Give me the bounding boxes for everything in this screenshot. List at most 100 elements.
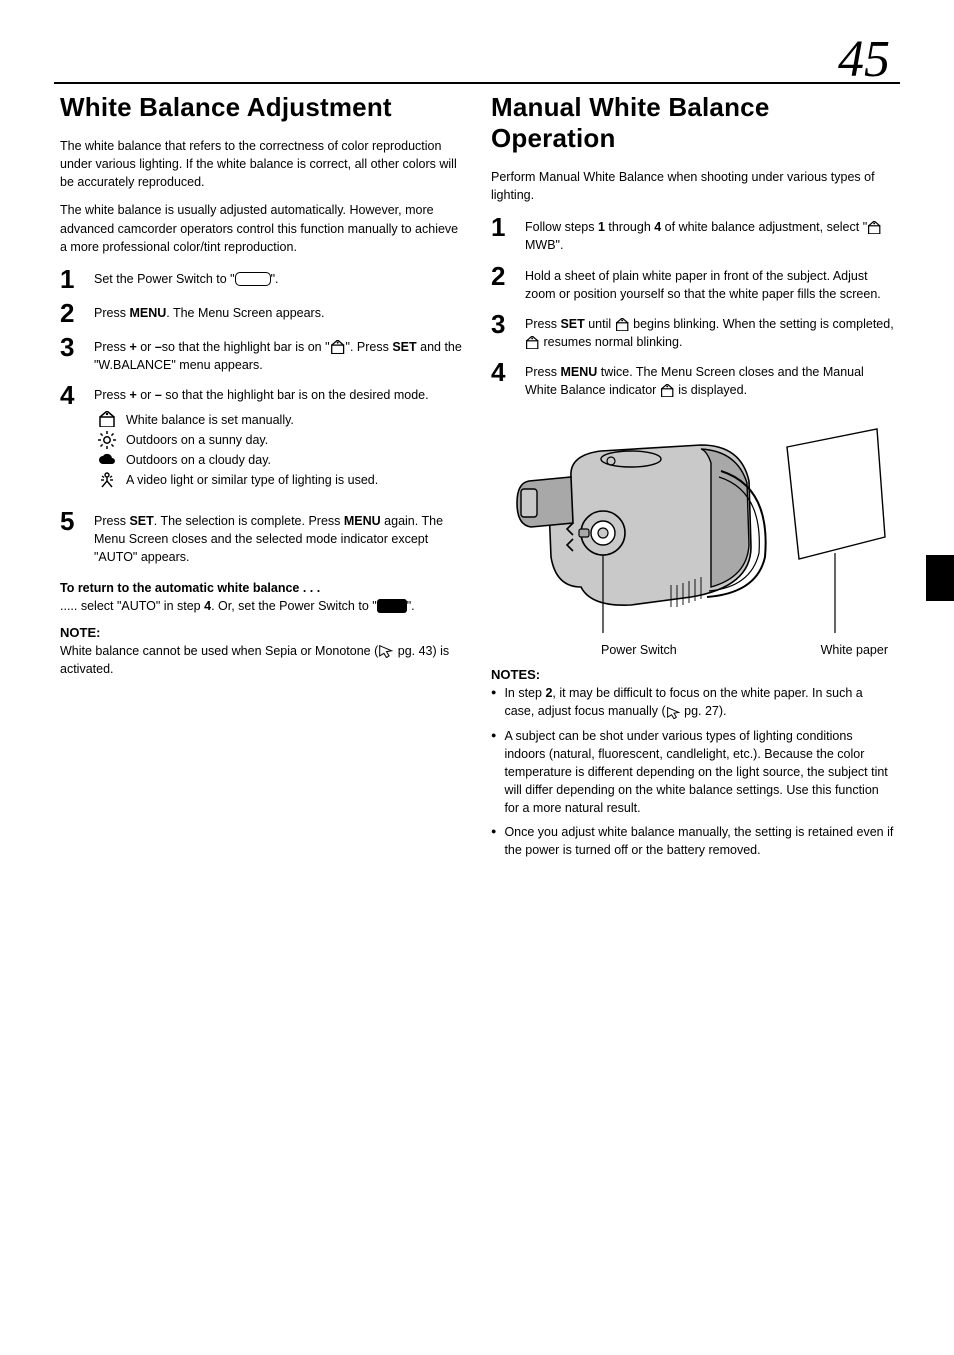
minus-label: – <box>155 340 162 354</box>
mwb-icon <box>330 340 346 354</box>
note-item: In step 2, it may be difficult to focus … <box>491 684 894 720</box>
camcorder <box>517 445 766 633</box>
left-step-2: 2 Press MENU. The Menu Screen appears. <box>60 300 463 326</box>
halogen-icon <box>98 471 116 489</box>
text: Press <box>94 514 129 528</box>
text: Follow steps <box>525 220 598 234</box>
mwb-icon <box>867 221 882 234</box>
columns: White Balance Adjustment The white balan… <box>60 92 894 865</box>
step-body: Press + or –so that the highlight bar is… <box>94 334 463 374</box>
text: until <box>585 317 615 331</box>
mwb-icon <box>98 411 116 427</box>
label-white-paper: White paper <box>821 643 888 657</box>
camcorder-diagram <box>491 417 891 637</box>
step-body: Press MENU twice. The Menu Screen closes… <box>525 359 894 399</box>
mode-label: A video light or similar type of lightin… <box>126 470 378 490</box>
right-title: Manual White Balance Operation <box>491 92 894 154</box>
text: MWB". <box>525 238 563 252</box>
set-label: SET <box>560 317 584 331</box>
text: begins blinking. When the setting is com… <box>630 317 894 331</box>
left-step-3: 3 Press + or –so that the highlight bar … <box>60 334 463 374</box>
right-intro: Perform Manual White Balance when shooti… <box>491 168 894 204</box>
text: so that the highlight bar is on " <box>162 340 330 354</box>
note-body: White balance cannot be used when Sepia … <box>60 642 463 678</box>
text: A subject can be shot under various type… <box>504 727 894 818</box>
pointer-icon <box>666 706 681 719</box>
step-body: Follow steps 1 through 4 of white balanc… <box>525 214 894 254</box>
text: ". Press <box>346 340 393 354</box>
right-steps: 1 Follow steps 1 through 4 of white bala… <box>491 214 894 399</box>
mwb-icon <box>615 318 630 331</box>
mode-halogen: A video light or similar type of lightin… <box>96 470 463 490</box>
text: through <box>605 220 654 234</box>
label-power-switch: Power Switch <box>601 643 677 657</box>
right-step-3: 3 Press SET until begins blinking. When … <box>491 311 894 351</box>
plus-label: + <box>129 388 136 402</box>
power-icon <box>235 272 271 286</box>
white-paper <box>787 429 885 559</box>
text: Once you adjust white balance manually, … <box>504 823 894 859</box>
step-body: Press SET until begins blinking. When th… <box>525 311 894 351</box>
minus-label: – <box>155 388 162 402</box>
note-head: NOTE: <box>60 625 463 640</box>
set-label: SET <box>129 514 153 528</box>
step-body: Set the Power Switch to "". <box>94 266 463 292</box>
mwb-icon <box>660 384 675 397</box>
mode-label: Outdoors on a cloudy day. <box>126 450 271 470</box>
left-intro-2: The white balance is usually adjusted au… <box>60 201 463 255</box>
mode-cloud: Outdoors on a cloudy day. <box>96 450 463 470</box>
return-head: To return to the automatic white balance… <box>60 581 320 595</box>
text: . Or, set the Power Switch to " <box>211 599 377 613</box>
plus-label: + <box>129 340 136 354</box>
text: ". <box>407 599 415 613</box>
text: is displayed. <box>675 383 747 397</box>
return-auto: To return to the automatic white balance… <box>60 579 463 615</box>
cloud-icon <box>98 451 116 467</box>
step-ref: 1 <box>598 220 605 234</box>
diagram: Power Switch White paper <box>491 417 894 657</box>
text: ..... select "AUTO" in step <box>60 599 204 613</box>
diagram-labels: Power Switch White paper <box>491 643 894 657</box>
right-step-2: 2 Hold a sheet of plain white paper in f… <box>491 263 894 303</box>
step-number: 4 <box>491 359 515 399</box>
step-number: 2 <box>60 300 84 326</box>
left-step-1: 1 Set the Power Switch to "". <box>60 266 463 292</box>
menu-label: MENU <box>560 365 597 379</box>
text: . The Menu Screen appears. <box>166 306 324 320</box>
step-number: 4 <box>60 382 84 500</box>
text: Set the Power Switch to " <box>94 272 235 286</box>
mode-label: Outdoors on a sunny day. <box>126 430 268 450</box>
text: Press <box>525 317 560 331</box>
side-tab <box>926 555 954 601</box>
power-auto-icon <box>377 599 407 613</box>
left-column: White Balance Adjustment The white balan… <box>60 92 463 865</box>
left-step-4: 4 Press + or – so that the highlight bar… <box>60 382 463 500</box>
text: or <box>137 340 155 354</box>
text: White balance cannot be used when Sepia … <box>60 644 378 658</box>
step-number: 3 <box>491 311 515 351</box>
right-column: Manual White Balance Operation Perform M… <box>491 92 894 865</box>
notes-head: NOTES: <box>491 667 894 682</box>
step-number: 2 <box>491 263 515 303</box>
left-steps: 1 Set the Power Switch to "". 2 Press ME… <box>60 266 463 567</box>
pointer-icon <box>378 644 394 658</box>
menu-label: MENU <box>129 306 166 320</box>
page-number: 45 <box>838 30 890 89</box>
text: Press <box>94 388 129 402</box>
text: Press <box>94 340 129 354</box>
top-rule <box>54 82 900 84</box>
notes-list: In step 2, it may be difficult to focus … <box>491 684 894 859</box>
mode-label: White balance is set manually. <box>126 410 294 430</box>
mode-mwb: White balance is set manually. <box>96 410 463 430</box>
mode-sun: Outdoors on a sunny day. <box>96 430 463 450</box>
left-step-5: 5 Press SET. The selection is complete. … <box>60 508 463 566</box>
set-label: SET <box>392 340 416 354</box>
text: pg. 27). <box>681 704 727 718</box>
text: of white balance adjustment, select " <box>661 220 867 234</box>
step-number: 3 <box>60 334 84 374</box>
step-body: Press SET. The selection is complete. Pr… <box>94 508 463 566</box>
note-item: A subject can be shot under various type… <box>491 727 894 818</box>
step-body: Press MENU. The Menu Screen appears. <box>94 300 463 326</box>
mode-list: White balance is set manually. Outdoors … <box>96 410 463 490</box>
right-intro-text: Perform Manual White Balance when shooti… <box>491 168 894 204</box>
